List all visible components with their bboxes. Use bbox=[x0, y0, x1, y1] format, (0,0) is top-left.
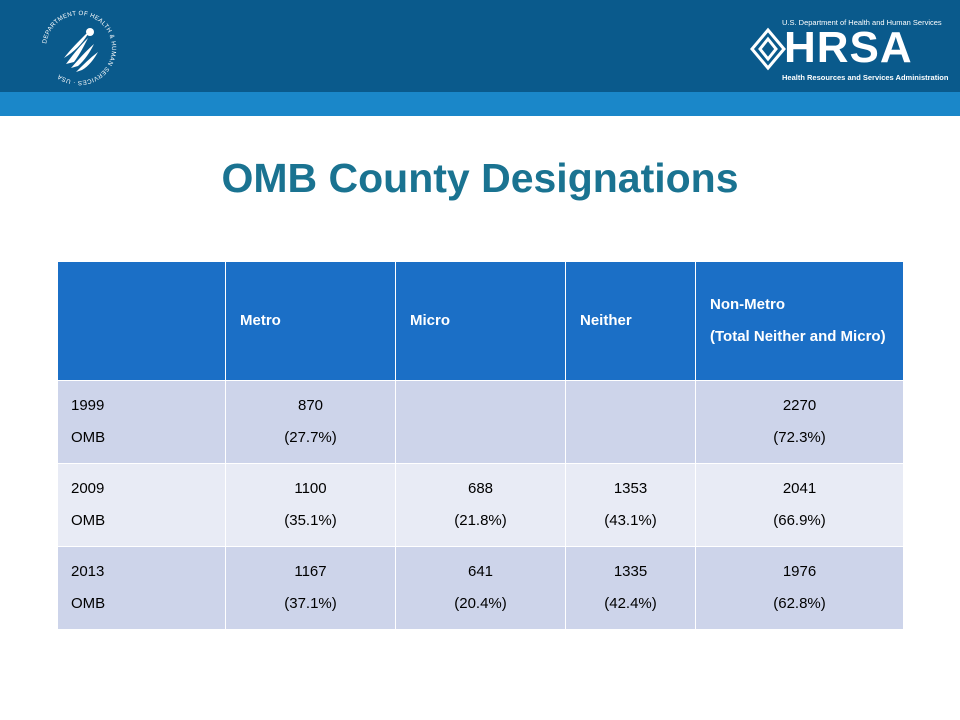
cell-micro: 688 (21.8%) bbox=[395, 463, 566, 547]
table-header-row: Metro Micro Neither Non-Metro (Total Nei… bbox=[57, 261, 904, 381]
hrsa-diamond-icon bbox=[750, 27, 786, 71]
cell-non-metro: 2041 (66.9%) bbox=[695, 463, 904, 547]
row-label: 1999 OMB bbox=[57, 380, 226, 464]
cell-metro: 870 (27.7%) bbox=[225, 380, 396, 464]
row-label: 2013 OMB bbox=[57, 546, 226, 630]
hrsa-logo: U.S. Department of Health and Human Serv… bbox=[748, 18, 948, 84]
cell-micro bbox=[395, 380, 566, 464]
header-cell-empty bbox=[57, 261, 226, 381]
table-row: 2009 OMB 1100 (35.1%) 688 (21.8%) 1353 (43.1… bbox=[57, 463, 904, 547]
header-cell-metro: Metro bbox=[225, 261, 396, 381]
hrsa-wordmark: HRSA bbox=[784, 23, 913, 72]
header-stripe bbox=[0, 92, 960, 116]
table-row: 2013 OMB 1167 (37.1%) 641 (20.4%) 1335 (42.4… bbox=[57, 546, 904, 630]
hrsa-subtitle: Health Resources and Services Administra… bbox=[782, 73, 949, 82]
row-label: 2009 OMB bbox=[57, 463, 226, 547]
cell-metro: 1100 (35.1%) bbox=[225, 463, 396, 547]
page-title: OMB County Designations bbox=[221, 155, 739, 201]
header-cell-non-metro: Non-Metro (Total Neither and Micro) bbox=[695, 261, 904, 381]
non-metro-label: Non-Metro bbox=[710, 296, 785, 313]
hhs-seal-logo: DEPARTMENT OF HEALTH & HUMAN SERVICES · … bbox=[41, 10, 116, 86]
header-cell-micro: Micro bbox=[395, 261, 566, 381]
cell-neither: 1353 (43.1%) bbox=[565, 463, 696, 547]
header-band bbox=[0, 0, 960, 92]
cell-metro: 1167 (37.1%) bbox=[225, 546, 396, 630]
cell-non-metro: 1976 (62.8%) bbox=[695, 546, 904, 630]
non-metro-sublabel: (Total Neither and Micro) bbox=[710, 328, 886, 345]
cell-neither bbox=[565, 380, 696, 464]
cell-non-metro: 2270 (72.3%) bbox=[695, 380, 904, 464]
cell-neither: 1335 (42.4%) bbox=[565, 546, 696, 630]
table-row: 1999 OMB 870 (27.7%) 2270 (72.3%) bbox=[57, 380, 904, 464]
cell-micro: 641 (20.4%) bbox=[395, 546, 566, 630]
header-cell-neither: Neither bbox=[565, 261, 696, 381]
hrsa-department-text: U.S. Department of Health and Human Serv… bbox=[782, 18, 942, 27]
omb-designations-table: Metro Micro Neither Non-Metro (Total Nei… bbox=[57, 261, 904, 630]
